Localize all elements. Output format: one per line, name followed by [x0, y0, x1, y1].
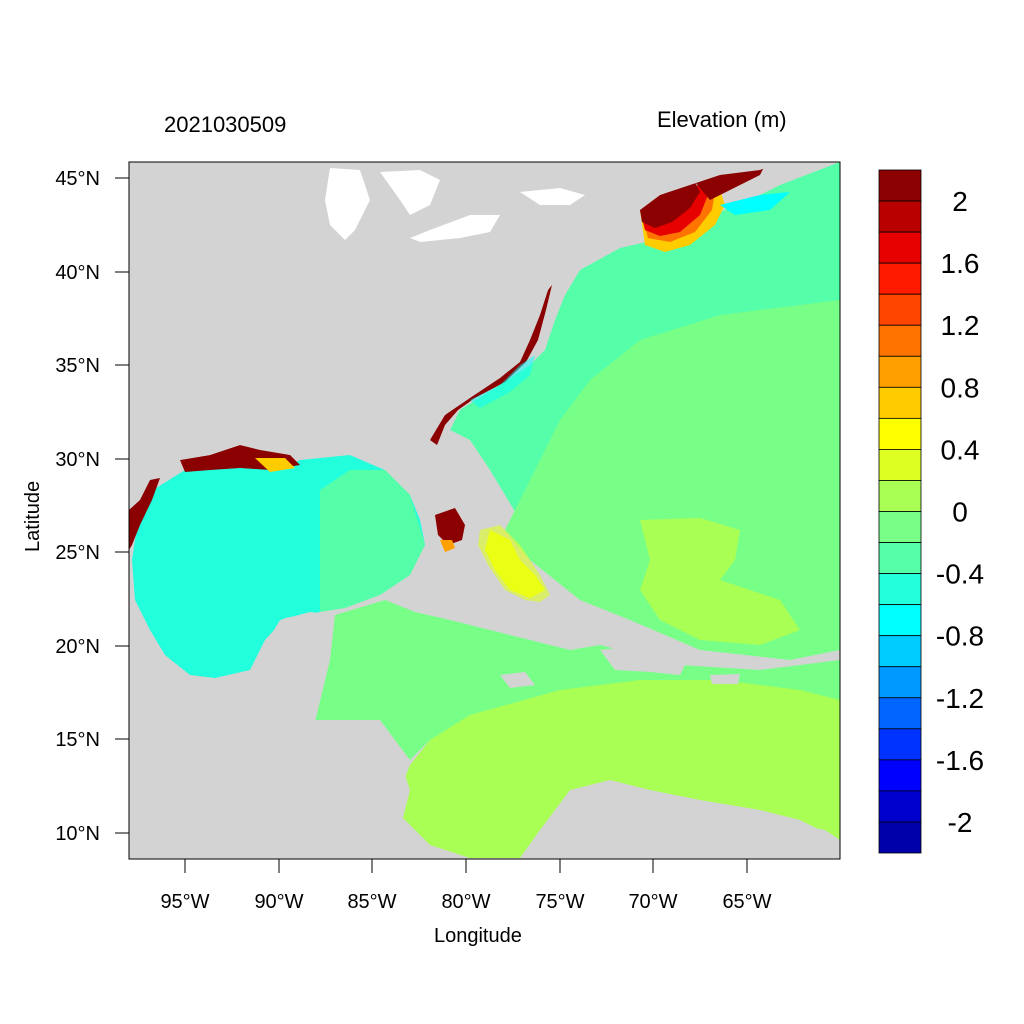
lat-tick-label: 40°N [55, 262, 100, 284]
colorbar-label: -0.4 [936, 559, 984, 590]
variable-label: Elevation (m) [657, 107, 787, 132]
lat-tick-label: 10°N [55, 823, 100, 845]
colorbar-swatch [878, 449, 922, 481]
hatteras-negative [470, 355, 535, 408]
lat-tick-label: 30°N [55, 449, 100, 471]
colorbar-swatch [878, 262, 922, 295]
gulf-coast-surge-edge [255, 458, 295, 472]
lon-tick-label: 80°W [441, 891, 490, 913]
texas-coast-surge [129, 478, 160, 550]
colorbar-swatch [878, 169, 922, 202]
puerto-rico-land [710, 674, 740, 684]
lon-tick-label: 65°W [722, 891, 771, 913]
east-coast-surge [430, 285, 552, 445]
colorbar-label: 2 [952, 186, 968, 217]
colorbar-swatch [878, 728, 922, 761]
x-axis-label: Longitude [434, 925, 522, 947]
elevation-colorbar: 2 1.6 1.2 0.8 0.4 0 -0.4 -0.8 -1.2 -1.6 -2 [878, 169, 984, 854]
timestamp-label: 2021030509 [164, 112, 287, 137]
gulf-of-maine-surge-peak [640, 182, 700, 228]
nova-scotia-surge [695, 165, 765, 200]
colorbar-swatch [878, 666, 922, 699]
plot-frame [128, 161, 841, 860]
great-lakes [325, 168, 585, 242]
colorbar-swatch [878, 480, 922, 512]
south-florida-surge [435, 508, 465, 545]
colorbar-swatch [878, 790, 922, 823]
colorbar-label: 1.6 [941, 248, 980, 279]
colorbar-swatch [878, 821, 922, 854]
lat-tick-label: 15°N [55, 729, 100, 751]
colorbar-swatch [878, 604, 922, 637]
northeast-land [129, 162, 780, 510]
cuba-land [385, 588, 600, 650]
lon-tick-label: 70°W [628, 891, 677, 913]
atlantic-offshore-region [505, 300, 840, 660]
lat-tick-label: 45°N [55, 168, 100, 190]
colorbar-label: 0 [952, 497, 968, 528]
colorbar-swatch [878, 635, 922, 668]
longitude-axis: 95°W 90°W 85°W 80°W 75°W 70°W 65°W [160, 859, 772, 913]
south-america-land [430, 785, 840, 859]
nova-scotia-negative [720, 192, 790, 215]
colorbar-swatch [878, 386, 922, 419]
lat-tick-label: 25°N [55, 542, 100, 564]
colorbar-swatch [878, 759, 922, 792]
lon-tick-label: 75°W [535, 891, 584, 913]
colorbar-swatch [878, 200, 922, 233]
jamaica-land [500, 672, 535, 688]
colorbar-swatch [878, 542, 922, 574]
lat-tick-label: 20°N [55, 636, 100, 658]
colorbar-swatch [878, 293, 922, 326]
colorbar-swatch [878, 573, 922, 606]
colorbar-label: 0.4 [941, 434, 980, 465]
colorbar-label: 0.8 [941, 372, 980, 403]
atlantic-positive-patch [640, 518, 800, 645]
gulf-east-region [320, 470, 425, 612]
colorbar-label: -1.6 [936, 745, 984, 776]
colorbar-swatch [878, 697, 922, 730]
caribbean-sea [315, 600, 840, 760]
hispaniola-land [600, 645, 690, 675]
colorbar-swatch [878, 324, 922, 357]
colorbar-swatch [878, 417, 922, 450]
bahamas-surge-edge [478, 525, 550, 602]
colorbar-label: -0.8 [936, 621, 984, 652]
southern-caribbean [400, 680, 840, 858]
yucatan-central-america-land [129, 600, 410, 859]
colorbar-swatch [878, 355, 922, 388]
lon-tick-label: 85°W [347, 891, 396, 913]
florida-keys-surge [440, 540, 455, 552]
colorbar-swatch [878, 231, 922, 264]
colorbar-swatch [878, 511, 922, 543]
lon-tick-label: 95°W [160, 891, 209, 913]
colorbar-label: -1.2 [936, 683, 984, 714]
colorbar-label: -2 [948, 807, 973, 838]
latitude-axis: 45°N 40°N 35°N 30°N 25°N 20°N 15°N 10°N [55, 168, 129, 845]
lat-tick-label: 35°N [55, 355, 100, 377]
colorbar-label: 1.2 [941, 310, 980, 341]
lon-tick-label: 90°W [254, 891, 303, 913]
